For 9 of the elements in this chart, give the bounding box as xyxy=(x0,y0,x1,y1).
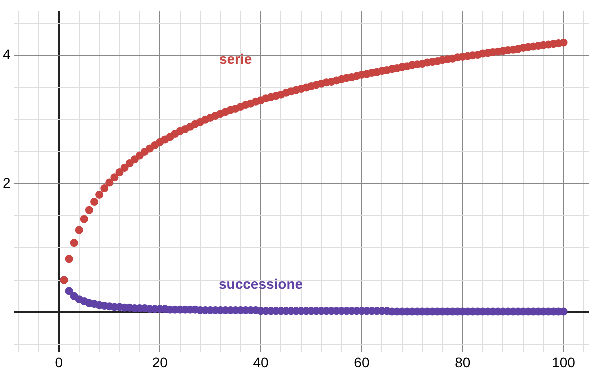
y-tick-label: 2 xyxy=(2,174,11,191)
x-tick-label: 20 xyxy=(152,354,168,370)
y-tick-label: 4 xyxy=(2,46,11,63)
x-tick-label: 80 xyxy=(455,354,471,370)
text: serie xyxy=(219,50,252,67)
x-tick-label: 100 xyxy=(552,354,576,370)
x-tick-label: 0 xyxy=(55,354,64,370)
x-tick-label: 40 xyxy=(253,354,270,370)
x-tick-label: 60 xyxy=(354,354,370,370)
